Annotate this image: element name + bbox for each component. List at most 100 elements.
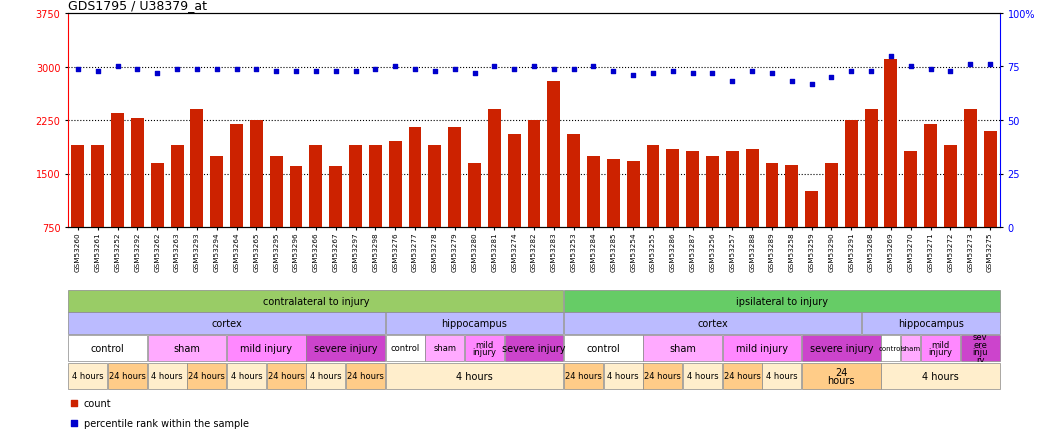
Point (367, 66, 384, 73)
Point (288, 68, 304, 75)
Bar (329, 167, 343, 281)
Point (566, 66, 582, 73)
Bar (389, 142, 402, 281)
Bar (961, 335, 1000, 362)
Bar (706, 156, 719, 281)
Point (784, 79, 800, 86)
Text: 4 hours: 4 hours (152, 372, 183, 381)
Point (664, 68, 681, 75)
Bar (468, 164, 481, 281)
Bar (627, 161, 639, 281)
Bar (488, 110, 500, 281)
Text: sham: sham (670, 343, 696, 353)
Point (348, 68, 364, 75)
Bar (227, 335, 305, 362)
Bar (722, 335, 801, 362)
Point (943, 68, 959, 75)
Text: severe injury: severe injury (810, 343, 873, 353)
Point (982, 62, 999, 69)
Bar (72, 146, 84, 281)
Point (923, 66, 939, 73)
Point (585, 64, 602, 71)
Bar (211, 156, 223, 281)
Point (109, 64, 126, 71)
Text: 24 hours: 24 hours (109, 372, 146, 381)
Bar (904, 151, 918, 281)
Text: 24
hours: 24 hours (827, 367, 855, 385)
Text: sham: sham (433, 344, 457, 353)
Bar (686, 151, 699, 281)
Point (129, 66, 145, 73)
Bar (230, 124, 243, 281)
Bar (805, 192, 818, 281)
Bar (250, 121, 263, 281)
Text: mild
injury: mild injury (929, 340, 953, 357)
Bar (69, 291, 564, 312)
Text: control: control (90, 343, 125, 353)
Point (843, 68, 859, 75)
Point (446, 66, 463, 73)
Text: 24 hours: 24 hours (565, 372, 602, 381)
Bar (564, 363, 603, 390)
Bar (763, 363, 801, 390)
Bar (306, 335, 385, 362)
Text: 4 hours: 4 hours (687, 372, 718, 381)
Bar (386, 363, 564, 390)
Bar (368, 146, 382, 281)
Point (605, 68, 622, 75)
Point (89, 68, 106, 75)
Bar (564, 291, 1000, 312)
Text: sev
ere
inju
ry: sev ere inju ry (973, 332, 988, 365)
Point (407, 66, 424, 73)
Text: severe injury: severe injury (313, 343, 378, 353)
Bar (91, 146, 104, 281)
Bar (309, 146, 323, 281)
Text: mild
injury: mild injury (472, 340, 496, 357)
Text: control: control (879, 345, 903, 351)
Bar (564, 335, 643, 362)
Point (209, 66, 225, 73)
Text: GDS1795 / U38379_at: GDS1795 / U38379_at (69, 0, 207, 12)
Bar (802, 363, 880, 390)
Point (882, 53, 899, 60)
Text: control: control (586, 343, 621, 353)
Bar (644, 363, 682, 390)
Text: 24 hours: 24 hours (188, 372, 225, 381)
Text: mild injury: mild injury (241, 343, 293, 353)
Text: sham: sham (173, 343, 200, 353)
Bar (69, 313, 385, 334)
Point (228, 66, 245, 73)
Text: 4 hours: 4 hours (456, 371, 493, 381)
Bar (845, 121, 857, 281)
Bar (188, 363, 226, 390)
Text: 4 hours: 4 hours (607, 372, 639, 381)
Bar (527, 121, 541, 281)
Bar (270, 156, 282, 281)
Bar (111, 114, 124, 281)
Bar (465, 335, 503, 362)
Bar (547, 82, 561, 281)
Text: 24 hours: 24 hours (268, 372, 304, 381)
Point (189, 66, 206, 73)
Point (803, 81, 820, 88)
Bar (984, 132, 996, 281)
Point (70, 66, 86, 73)
Point (525, 64, 542, 71)
Point (704, 70, 720, 77)
Bar (825, 164, 838, 281)
Text: 4 hours: 4 hours (310, 372, 342, 381)
Bar (786, 165, 798, 281)
Bar (865, 110, 877, 281)
Bar (921, 335, 960, 362)
Point (148, 70, 165, 77)
Bar (504, 335, 564, 362)
Text: control: control (390, 344, 419, 353)
Bar (901, 335, 921, 362)
Text: 4 hours: 4 hours (72, 372, 104, 381)
Point (723, 79, 740, 86)
Bar (108, 363, 147, 390)
Text: hippocampus: hippocampus (441, 318, 508, 328)
Point (248, 66, 265, 73)
Point (962, 62, 979, 69)
Bar (170, 146, 184, 281)
